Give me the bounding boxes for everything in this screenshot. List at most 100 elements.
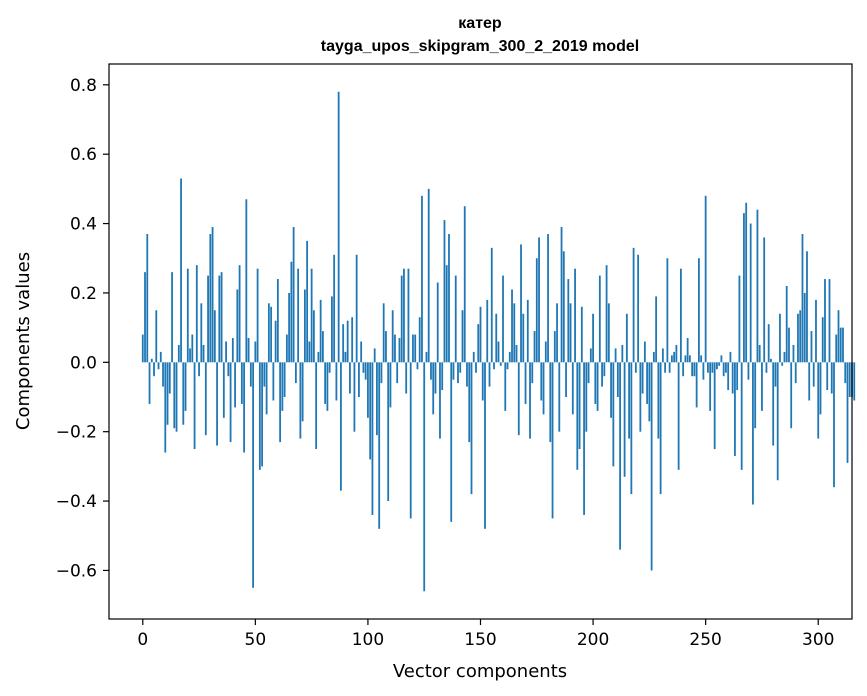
bar-component-21 — [189, 348, 191, 363]
bar-component-43 — [238, 265, 241, 363]
bar-component-53 — [261, 362, 263, 467]
bar-component-185 — [558, 362, 561, 432]
bar-component-217 — [630, 362, 633, 495]
bar-component-245 — [693, 362, 696, 377]
x-tick-label: 0 — [137, 630, 148, 650]
bar-component-292 — [799, 310, 802, 363]
bar-component-67 — [292, 227, 295, 363]
bar-component-6 — [155, 310, 158, 363]
bar-component-69 — [297, 268, 300, 363]
bar-component-22 — [191, 334, 194, 363]
bar-component-110 — [389, 362, 392, 408]
bar-component-164 — [511, 289, 513, 363]
bar-component-248 — [700, 355, 703, 363]
bar-component-301 — [819, 362, 822, 415]
bar-component-171 — [526, 299, 529, 363]
bar-component-214 — [623, 362, 626, 477]
bar-component-147 — [472, 351, 475, 363]
y-tick-label: 0.6 — [70, 145, 97, 165]
bar-component-137 — [450, 362, 453, 522]
bar-component-205 — [603, 362, 606, 377]
bar-component-42 — [236, 289, 239, 363]
bar-component-168 — [520, 244, 522, 363]
bar-component-236 — [673, 351, 676, 363]
bar-component-222 — [641, 362, 644, 394]
bar-component-238 — [677, 362, 680, 470]
bar-component-61 — [279, 362, 282, 443]
bar-component-165 — [513, 303, 516, 363]
bars-group — [141, 91, 856, 592]
bar-component-206 — [605, 265, 608, 363]
bar-component-253 — [711, 362, 714, 373]
bar-component-314 — [848, 362, 851, 397]
bar-component-184 — [556, 303, 558, 363]
bar-component-135 — [445, 265, 448, 363]
bar-component-27 — [202, 344, 205, 363]
bar-component-182 — [551, 362, 554, 519]
bar-component-189 — [567, 279, 570, 363]
bar-component-175 — [535, 258, 538, 363]
chart-title-line2: tayga_upos_skipgram_300_2_2019 model — [321, 38, 639, 55]
bar-component-260 — [727, 362, 730, 391]
bar-component-173 — [531, 362, 534, 384]
bar-component-134 — [443, 220, 446, 363]
bar-component-174 — [533, 331, 536, 363]
bar-component-239 — [679, 268, 682, 363]
bar-component-247 — [698, 258, 700, 363]
bar-component-23 — [193, 362, 196, 450]
bar-component-181 — [549, 362, 552, 443]
bar-component-169 — [522, 313, 525, 363]
bar-component-177 — [540, 362, 543, 401]
bar-component-114 — [398, 338, 401, 363]
bar-component-230 — [659, 362, 662, 495]
bar-component-28 — [204, 362, 207, 436]
bar-component-158 — [497, 341, 500, 363]
bar-component-121 — [414, 334, 417, 363]
bar-component-195 — [580, 306, 583, 363]
bar-component-244 — [691, 362, 694, 377]
bar-component-235 — [670, 355, 673, 363]
bar-component-278 — [767, 324, 770, 363]
y-tick-label: 0.2 — [70, 284, 97, 304]
bar-component-274 — [758, 344, 761, 363]
bar-component-96 — [358, 362, 360, 397]
bar-component-250 — [704, 195, 707, 363]
bar-component-24 — [195, 265, 198, 363]
bar-component-98 — [362, 362, 365, 373]
bar-component-299 — [815, 299, 817, 363]
bar-component-254 — [713, 362, 716, 450]
bar-component-150 — [479, 306, 482, 363]
bar-component-63 — [283, 362, 286, 397]
bar-component-208 — [610, 362, 612, 418]
bar-component-8 — [159, 351, 162, 363]
bar-component-133 — [441, 362, 444, 391]
bar-component-57 — [270, 306, 273, 363]
bar-component-161 — [504, 362, 507, 411]
x-tick-label: 200 — [577, 630, 609, 650]
bar-component-145 — [468, 362, 471, 443]
bar-component-237 — [675, 344, 678, 363]
bar-component-93 — [351, 317, 354, 363]
bar-component-52 — [258, 362, 261, 470]
bar-component-25 — [198, 362, 200, 377]
bar-component-51 — [256, 268, 259, 363]
bar-component-279 — [770, 358, 772, 363]
bar-component-33 — [216, 362, 218, 446]
bar-component-19 — [184, 362, 187, 411]
bar-component-20 — [186, 268, 189, 363]
y-tick-label: 0.8 — [70, 76, 97, 96]
bar-component-183 — [553, 331, 556, 363]
bar-component-257 — [720, 355, 723, 363]
y-axis-ticks: −0.6 −0.4 −0.2 0.0 0.2 0.4 0.6 0.8 — [56, 76, 109, 581]
bar-component-213 — [621, 344, 624, 363]
bar-component-140 — [457, 362, 459, 384]
bar-component-160 — [502, 275, 504, 363]
bar-component-276 — [763, 237, 766, 363]
bar-component-294 — [803, 292, 806, 363]
bar-component-225 — [648, 362, 651, 422]
bar-component-101 — [369, 362, 372, 460]
bar-component-86 — [335, 362, 338, 401]
chart-title-line1: катер — [458, 15, 502, 32]
bar-component-266 — [740, 362, 743, 470]
bar-component-11 — [166, 362, 169, 425]
